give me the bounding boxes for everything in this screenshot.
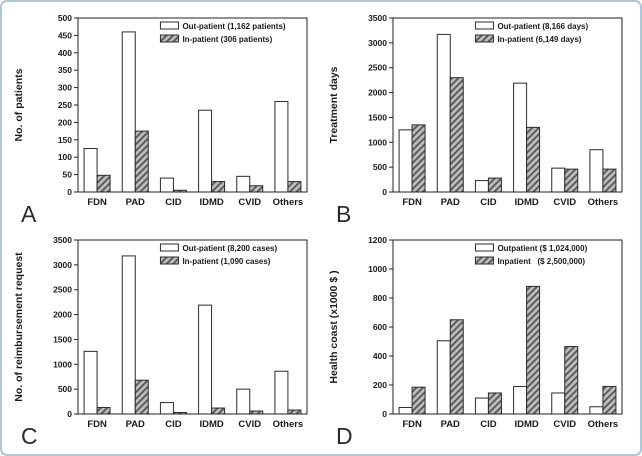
svg-text:No. of patients: No. of patients bbox=[13, 68, 25, 141]
svg-text:2000: 2000 bbox=[368, 88, 387, 98]
panel-c-bar-chart: FDN PAD CID IDMD CVID Others 0 500 1000 1500 2000 2… bbox=[13, 235, 308, 430]
svg-text:400: 400 bbox=[373, 351, 387, 361]
svg-text:Outpatient ($ 1,024,000): Outpatient ($ 1,024,000) bbox=[497, 244, 587, 253]
svg-text:150: 150 bbox=[58, 135, 72, 145]
svg-text:CID: CID bbox=[480, 197, 497, 208]
svg-text:1000: 1000 bbox=[53, 359, 72, 369]
svg-text:Others: Others bbox=[273, 419, 304, 430]
svg-text:FDN: FDN bbox=[402, 419, 422, 430]
panel-a: FDN PAD CID IDMD CVID Others 0 50 100 150 200 250 30… bbox=[6, 6, 321, 228]
svg-text:Health coast (x1000 $ ): Health coast (x1000 $ ) bbox=[328, 270, 340, 383]
svg-text:IDMD: IDMD bbox=[514, 419, 538, 430]
svg-text:IDMD: IDMD bbox=[199, 419, 223, 430]
svg-text:No. of reimbursement request: No. of reimbursement request bbox=[13, 252, 25, 402]
svg-text:1000: 1000 bbox=[368, 137, 387, 147]
svg-text:Others: Others bbox=[588, 419, 619, 430]
svg-text:300: 300 bbox=[58, 83, 72, 93]
svg-text:PAD: PAD bbox=[441, 197, 460, 208]
svg-text:200: 200 bbox=[373, 380, 387, 390]
svg-text:In-patient (1,090 cases): In-patient (1,090 cases) bbox=[182, 257, 270, 266]
svg-text:2500: 2500 bbox=[53, 285, 72, 295]
panel-d-letter: D bbox=[336, 423, 353, 449]
panel-d-bar-chart: FDN PAD CID IDMD CVID Others 0 200 400 600 800 1000… bbox=[328, 235, 623, 430]
panel-a-letter: A bbox=[21, 201, 37, 227]
svg-text:500: 500 bbox=[58, 384, 72, 394]
svg-text:800: 800 bbox=[373, 293, 387, 303]
svg-text:100: 100 bbox=[58, 152, 72, 162]
svg-text:Out-patient (1,162 patients): Out-patient (1,162 patients) bbox=[182, 22, 285, 31]
panel-d: FDN PAD CID IDMD CVID Others 0 200 400 600 800 1000… bbox=[321, 228, 636, 450]
svg-text:3500: 3500 bbox=[368, 13, 387, 23]
svg-text:400: 400 bbox=[58, 48, 72, 58]
svg-text:0: 0 bbox=[382, 187, 387, 197]
svg-text:Out-patient (8,166 days): Out-patient (8,166 days) bbox=[497, 22, 588, 31]
svg-text:IDMD: IDMD bbox=[514, 197, 538, 208]
panel-c: FDN PAD CID IDMD CVID Others 0 500 1000 1500 2000 2… bbox=[6, 228, 321, 450]
svg-text:CVID: CVID bbox=[238, 197, 261, 208]
svg-text:0: 0 bbox=[382, 409, 387, 419]
svg-text:250: 250 bbox=[58, 100, 72, 110]
svg-text:Others: Others bbox=[588, 197, 619, 208]
svg-text:3000: 3000 bbox=[53, 260, 72, 270]
svg-text:1200: 1200 bbox=[368, 235, 387, 245]
svg-text:Treatment days: Treatment days bbox=[328, 66, 340, 143]
svg-text:CID: CID bbox=[165, 419, 182, 430]
svg-text:500: 500 bbox=[58, 13, 72, 23]
svg-text:FDN: FDN bbox=[87, 197, 107, 208]
svg-text:2000: 2000 bbox=[53, 310, 72, 320]
svg-text:200: 200 bbox=[58, 117, 72, 127]
svg-text:Others: Others bbox=[273, 197, 304, 208]
svg-text:PAD: PAD bbox=[441, 419, 460, 430]
svg-text:CVID: CVID bbox=[238, 419, 261, 430]
svg-text:CID: CID bbox=[480, 419, 497, 430]
svg-text:CVID: CVID bbox=[553, 419, 576, 430]
panel-a-bar-chart: FDN PAD CID IDMD CVID Others 0 50 100 150 200 250 30… bbox=[13, 13, 308, 208]
svg-text:FDN: FDN bbox=[402, 197, 422, 208]
svg-text:PAD: PAD bbox=[126, 419, 145, 430]
svg-text:600: 600 bbox=[373, 322, 387, 332]
svg-text:Out-patient (8,200 cases): Out-patient (8,200 cases) bbox=[182, 244, 277, 253]
svg-text:PAD: PAD bbox=[126, 197, 145, 208]
svg-text:CVID: CVID bbox=[553, 197, 576, 208]
svg-text:450: 450 bbox=[58, 30, 72, 40]
svg-text:0: 0 bbox=[67, 409, 72, 419]
svg-text:3000: 3000 bbox=[368, 38, 387, 48]
svg-text:500: 500 bbox=[373, 162, 387, 172]
svg-text:350: 350 bbox=[58, 65, 72, 75]
svg-text:Inpatient ($ 2,500,000): Inpatient ($ 2,500,000) bbox=[497, 257, 585, 266]
svg-text:1500: 1500 bbox=[53, 334, 72, 344]
panel-b: FDN PAD CID IDMD CVID Others 0 500 1000 1500 2000 2… bbox=[321, 6, 636, 228]
svg-text:In-patient (6,149 days): In-patient (6,149 days) bbox=[497, 35, 581, 44]
svg-text:2500: 2500 bbox=[368, 63, 387, 73]
svg-text:3500: 3500 bbox=[53, 235, 72, 245]
svg-text:1000: 1000 bbox=[368, 264, 387, 274]
panel-b-bar-chart: FDN PAD CID IDMD CVID Others 0 500 1000 1500 2000 2… bbox=[328, 13, 623, 208]
panel-b-letter: B bbox=[336, 201, 352, 227]
svg-text:FDN: FDN bbox=[87, 419, 107, 430]
svg-text:CID: CID bbox=[165, 197, 182, 208]
svg-text:In-patient (306 patients): In-patient (306 patients) bbox=[182, 35, 272, 44]
svg-text:1500: 1500 bbox=[368, 112, 387, 122]
svg-text:IDMD: IDMD bbox=[199, 197, 223, 208]
panel-c-letter: C bbox=[21, 423, 38, 449]
svg-text:50: 50 bbox=[63, 170, 73, 180]
svg-text:0: 0 bbox=[67, 187, 72, 197]
